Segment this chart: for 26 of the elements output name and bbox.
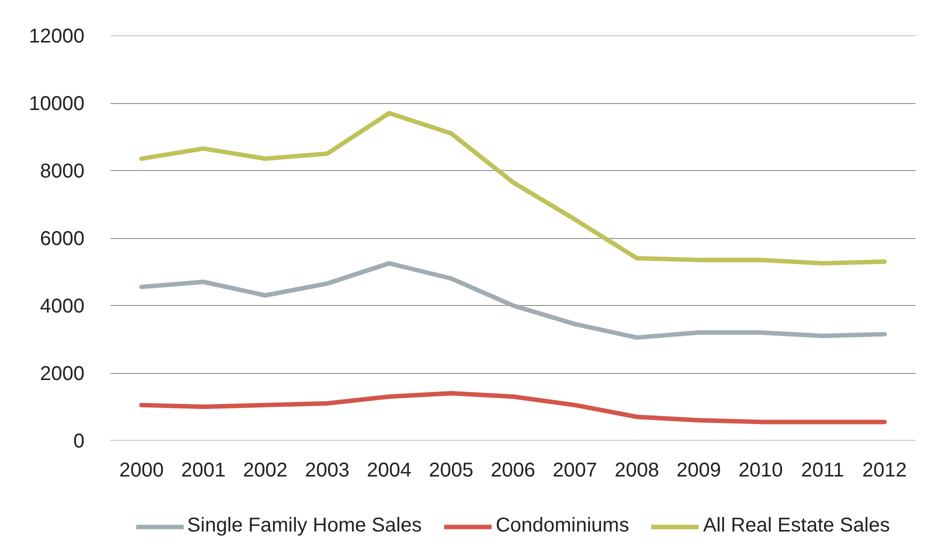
x-tick-label: 2012 — [862, 460, 907, 482]
y-tick-label: 10000 — [28, 93, 85, 115]
y-tick-label: 2000 — [40, 363, 85, 385]
x-tick-label: 2001 — [181, 460, 226, 482]
legend-label: Single Family Home Sales — [187, 514, 422, 538]
x-tick-label: 2002 — [243, 460, 288, 482]
line-series — [139, 261, 887, 340]
line-series — [139, 110, 887, 266]
x-tick-label: 2007 — [552, 460, 598, 482]
x-tick-label: 2008 — [614, 460, 660, 482]
legend-label: All Real Estate Sales — [703, 514, 890, 538]
x-tick-label: 2010 — [738, 460, 783, 482]
x-tick-label: 2005 — [428, 460, 474, 482]
x-tick-label: 2006 — [490, 460, 536, 482]
x-tick-label: 2004 — [366, 460, 412, 482]
line-series — [139, 391, 887, 424]
x-tick-label: 2000 — [119, 460, 164, 482]
y-tick-label: 8000 — [40, 160, 85, 182]
legend-label: Condominiums — [496, 514, 630, 538]
x-tick-label: 2003 — [304, 460, 350, 482]
x-tick-label: 2011 — [801, 460, 844, 482]
x-tick-label: 2009 — [676, 460, 722, 482]
y-tick-label: 12000 — [28, 26, 85, 48]
y-tick-label: 0 — [73, 430, 84, 452]
y-tick-label: 4000 — [40, 296, 85, 318]
y-tick-label: 6000 — [40, 228, 85, 250]
